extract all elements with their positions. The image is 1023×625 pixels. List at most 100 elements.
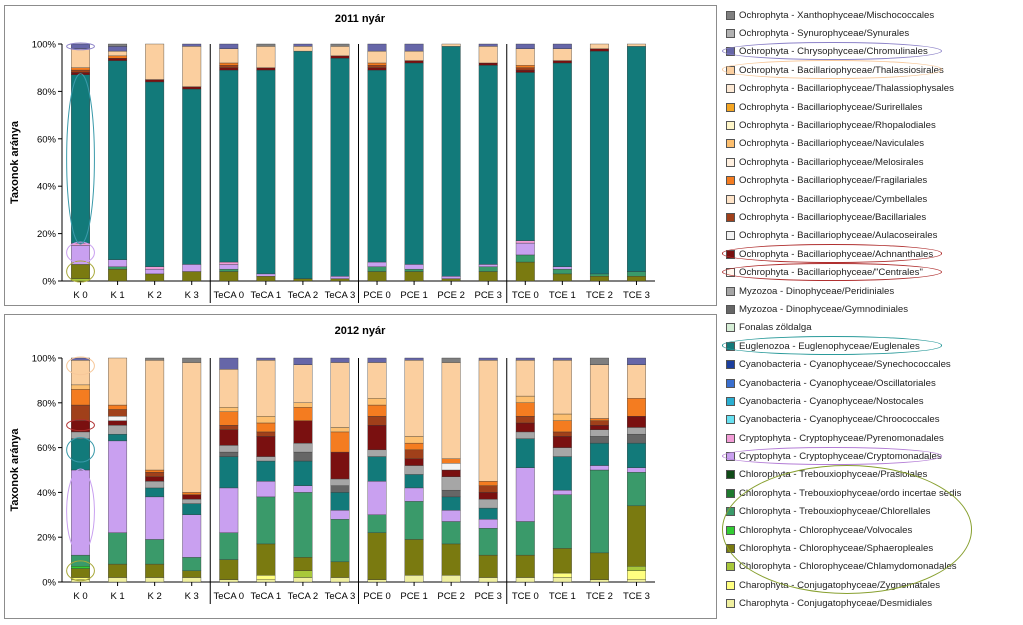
bar-segment [256,43,276,47]
bar-segment [219,532,239,560]
bar-segment [515,261,535,282]
legend-label: Ochrophyta - Bacillariophyceae/Achnantha… [739,248,934,260]
legend-label: Chlorophyta - Chlorophyceae/Chlamydomona… [739,561,957,573]
bar-segment [293,451,313,462]
bar-segment [219,69,239,263]
bar-segment [515,43,535,49]
highlight-ellipse [66,468,95,555]
legend-label: Ochrophyta - Bacillariophyceae/Thalassio… [739,64,944,76]
bar-segment [367,425,387,451]
legend-swatch [726,268,735,278]
bar-segment [256,436,276,457]
bar-segment [367,271,387,282]
bar-segment [145,469,165,473]
legend-label: Ochrophyta - Synurophyceae/Synurales [739,28,910,40]
bar-segment [478,481,498,486]
bar-segment [330,427,350,433]
bar-segment [404,62,424,265]
bar-segment [367,481,387,515]
bar-segment [404,436,424,444]
bar-segment [367,62,387,66]
bar-segment [256,276,276,282]
bar-segment [515,240,535,244]
bar-stack [367,43,387,282]
bar-segment [515,69,535,73]
bar-segment [589,436,609,444]
chart-title: 2012 nyár [335,325,386,337]
y-tick-label: 100% [32,354,57,365]
bar-segment [182,362,202,493]
bar-segment [552,447,572,457]
x-tick-label: TeCA 0 [213,290,244,301]
bar-segment [627,472,646,507]
bar-stack [589,357,609,583]
legend-label: Chlorophyta - Trebouxiophyceae/Chlorella… [739,506,931,518]
legend-label: Cyanobacteria - Cyanophyceae/Nostocales [739,395,924,407]
highlight-ellipse [66,560,95,582]
bar-segment [182,492,202,495]
legend-swatch [726,341,735,351]
legend-item: Charophyta - Conjugatophyceae/Desmidiale… [726,595,1021,613]
bar-segment [330,492,350,511]
bar-segment [145,563,165,578]
bar-segment [478,485,498,493]
bar-segment [552,357,572,361]
bar-segment [627,570,646,580]
bar-segment [145,487,165,498]
bar-segment [256,579,276,583]
legend-swatch [726,231,735,241]
bar-stack [515,357,535,583]
bar-segment [219,271,239,282]
bar-segment [627,276,646,282]
bar-segment [404,539,424,576]
bar-segment [404,501,424,540]
bar-segment [108,266,128,270]
bar-segment [330,276,350,279]
bar-segment [552,572,572,578]
legend-swatch [726,102,735,112]
bar-segment [219,429,239,446]
bar-stack [145,43,165,282]
bar-segment [145,539,165,565]
bar-segment [71,566,90,569]
legend-swatch [726,433,735,443]
bar-segment [108,60,128,260]
bar-segment [478,43,498,47]
bar-segment [627,398,646,417]
bar-segment [404,357,424,361]
bar-segment [293,570,313,578]
legend-item: Cyanobacteria - Cyanophyceae/Chroococcal… [726,411,1021,429]
bar-segment [182,557,202,571]
bar-segment [71,67,90,71]
x-tick-label: K 0 [73,591,87,602]
bar-segment [219,445,239,453]
bar-segment [108,357,128,406]
y-tick-label: 20% [37,229,57,240]
bar-segment [293,357,313,365]
bar-segment [367,261,387,267]
bar-segment [330,451,350,480]
bar-stack [552,43,572,282]
bar-segment [589,420,609,426]
bar-segment [71,69,90,73]
y-tick-label: 0% [42,578,56,589]
bar-segment [367,514,387,533]
bar-segment [367,266,387,272]
legend-item: Cyanobacteria - Cyanophyceae/Nostocales [726,392,1021,410]
bar-segment [441,278,461,282]
legend-item: Ochrophyta - Xanthophyceae/Mischococcale… [726,6,1021,24]
bar-segment [441,510,461,522]
bar-segment [367,579,387,583]
bar-segment [441,575,461,583]
bar-segment [330,519,350,563]
y-tick-label: 80% [37,87,57,98]
bar-segment [71,438,90,471]
y-tick-label: 40% [37,488,57,499]
bar-segment [145,472,165,477]
bar-segment [515,422,535,433]
bar-segment [256,273,276,277]
legend-label: Ochrophyta - Bacillariophyceae/Bacillari… [739,211,927,223]
bar-segment [330,357,350,363]
bar-stack [182,357,202,583]
legend-swatch [726,29,735,39]
